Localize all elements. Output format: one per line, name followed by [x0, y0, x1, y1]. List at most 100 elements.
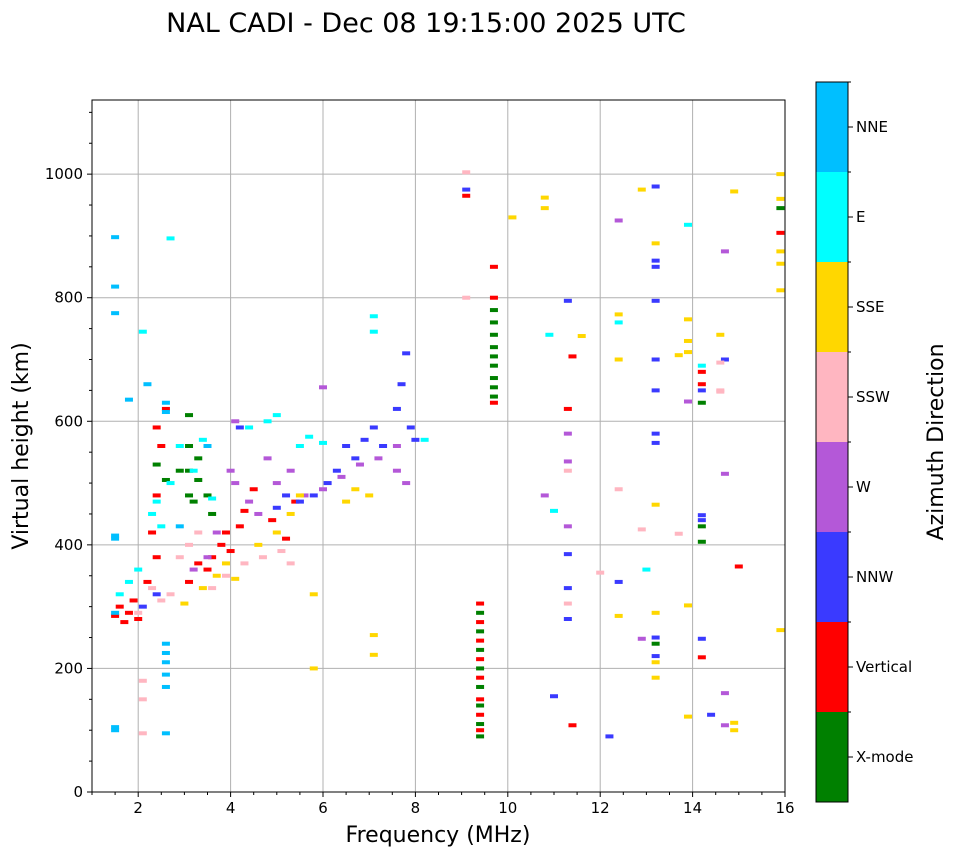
echo-point-sse	[651, 610, 660, 615]
echo-point-sse	[540, 206, 549, 211]
echo-point-vertical	[157, 444, 166, 448]
echo-point-sse	[198, 586, 207, 591]
echo-point-x-mode	[476, 610, 485, 615]
echo-point-nnw	[379, 444, 388, 448]
echo-point-w	[392, 444, 401, 448]
echo-point-vertical	[568, 723, 577, 728]
echo-point-nne	[161, 672, 170, 677]
echo-point-ssw	[134, 610, 143, 615]
echo-point-sse	[231, 576, 240, 581]
echo-point-vertical	[697, 655, 706, 660]
echo-point-vertical	[489, 400, 498, 405]
echo-point-w	[720, 691, 729, 696]
echo-point-nnw	[651, 440, 660, 445]
echo-point-nne	[111, 610, 120, 615]
echo-point-sse	[272, 530, 281, 535]
echo-point-sse	[683, 350, 692, 355]
echo-point-ssw	[194, 530, 203, 535]
echo-point-vertical	[185, 579, 194, 584]
echo-point-e	[272, 413, 281, 418]
echo-point-nnw	[152, 592, 161, 597]
echo-point-w	[402, 481, 411, 486]
echo-point-sse	[651, 502, 660, 507]
echo-point-e	[550, 508, 558, 513]
echo-point-e	[369, 314, 378, 319]
echo-point-nnw	[138, 604, 147, 609]
echo-point-e	[148, 511, 157, 516]
echo-point-x-mode	[185, 493, 194, 498]
echo-point-e	[175, 444, 184, 448]
echo-point-x-mode	[185, 468, 194, 473]
echo-point-x-mode	[697, 539, 706, 544]
echo-point-x-mode	[489, 394, 498, 399]
echo-point-sse	[730, 189, 739, 194]
x-tick-label: 6	[318, 799, 328, 817]
echo-point-ssw	[166, 592, 175, 597]
echo-point-ssw	[157, 598, 166, 603]
echo-point-ssw	[277, 549, 286, 554]
echo-point-w	[355, 462, 364, 467]
echo-point-vertical	[476, 697, 485, 702]
echo-point-e	[134, 567, 143, 572]
echo-point-vertical	[134, 617, 143, 621]
echo-point-ssw	[148, 586, 157, 591]
echo-point-sse	[683, 317, 692, 322]
echo-point-x-mode	[489, 345, 498, 350]
y-tick-label: 400	[54, 536, 83, 554]
echo-point-nnw	[369, 425, 378, 430]
echo-point-w	[319, 385, 327, 390]
echo-point-vertical	[129, 598, 138, 603]
colorbar-frame	[815, 81, 849, 803]
echo-point-nnw	[563, 552, 572, 557]
echo-point-w	[231, 481, 240, 486]
echo-point-nnw	[332, 468, 341, 473]
echo-point-ssw	[138, 678, 147, 683]
colorbar-label-nnw: NNW	[856, 568, 893, 586]
echo-point-vertical	[563, 406, 572, 411]
colorbar-label-vertical: Vertical	[856, 658, 912, 676]
echo-point-nne	[111, 536, 120, 541]
echo-point-w	[189, 567, 198, 572]
echo-point-w	[720, 249, 729, 254]
echo-point-sse	[674, 353, 683, 358]
echo-point-vertical	[226, 549, 235, 554]
echo-point-x-mode	[489, 332, 498, 337]
echo-point-sse	[342, 499, 351, 504]
echo-point-nnw	[651, 264, 660, 269]
echo-point-x-mode	[476, 647, 485, 652]
echo-point-w	[212, 530, 221, 535]
echo-point-sse	[614, 312, 623, 317]
echo-point-sse	[651, 241, 660, 246]
echo-point-w	[720, 471, 729, 476]
echo-point-vertical	[240, 508, 249, 513]
echo-point-vertical	[476, 620, 485, 625]
echo-point-vertical	[235, 524, 244, 529]
y-tick-label: 800	[54, 289, 83, 307]
echo-point-nnw	[411, 437, 420, 442]
echo-point-nnw	[651, 357, 660, 362]
colorbar-segment-w	[816, 442, 848, 532]
echo-point-nnw	[282, 493, 291, 498]
echo-point-ssw	[462, 295, 471, 300]
colorbar: X-mode Vertical NNW W SSW SSE E NNE	[815, 81, 913, 803]
echo-point-e	[157, 524, 166, 529]
x-axis-label: Frequency (MHz)	[346, 823, 531, 848]
echo-point-vertical	[221, 530, 230, 535]
echo-point-sse	[309, 666, 318, 671]
echo-point-e	[319, 440, 327, 445]
echo-point-w	[254, 511, 263, 516]
echo-point-nnw	[651, 258, 660, 263]
echo-point-vertical	[734, 564, 743, 569]
echo-point-sse	[351, 487, 360, 492]
echo-point-vertical	[203, 567, 212, 572]
echo-point-x-mode	[697, 524, 706, 529]
echo-point-e	[166, 481, 175, 486]
echo-point-nnw	[563, 617, 572, 621]
echo-point-vertical	[217, 542, 226, 547]
echo-point-sse	[683, 338, 692, 343]
echo-point-vertical	[120, 620, 129, 625]
echo-point-e	[208, 496, 217, 501]
echo-point-e	[614, 320, 623, 325]
echo-point-x-mode	[175, 468, 184, 473]
echo-point-x-mode	[208, 511, 217, 516]
